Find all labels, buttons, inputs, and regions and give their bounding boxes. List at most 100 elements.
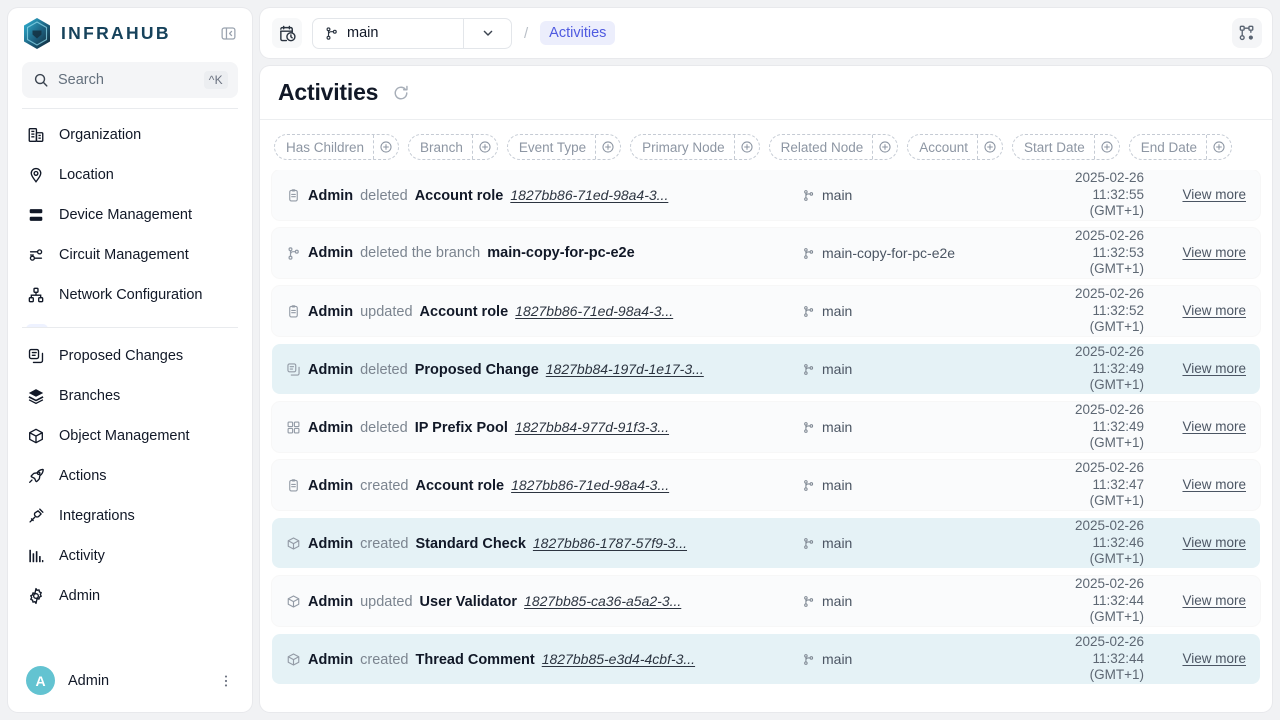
activity-row[interactable]: Admin deleted Account role 1827bb86-71ed-98…: [272, 170, 1260, 220]
activity-row[interactable]: Admin created Thread Comment 1827bb85-e3d4-…: [272, 634, 1260, 684]
activity-row[interactable]: Admin updated User Validator 1827bb85-ca36-…: [272, 576, 1260, 626]
activity-object-id[interactable]: 1827bb84-197d-1e17-3...: [545, 360, 704, 377]
plus-circle-icon[interactable]: [1093, 135, 1119, 159]
branch-selector-value[interactable]: main: [313, 19, 463, 48]
breadcrumb-separator: /: [524, 24, 529, 42]
location-pin-icon: [26, 165, 46, 185]
activity-object-id[interactable]: 1827bb85-ca36-a5a2-3...: [524, 592, 682, 609]
activity-object-id[interactable]: 1827bb85-e3d4-4cbf-3...: [541, 650, 696, 667]
activity-timestamp-value: 2025-02-26 11:32:49: [1074, 343, 1144, 376]
plus-circle-icon[interactable]: [595, 135, 620, 159]
search-input[interactable]: Search ^K: [22, 62, 238, 98]
activity-kind: Account role: [415, 477, 505, 494]
activity-object-id[interactable]: 1827bb86-71ed-98a4-3...: [511, 476, 670, 493]
plus-circle-icon[interactable]: [373, 135, 398, 159]
sidebar-item-object-management[interactable]: Object Management: [18, 416, 242, 456]
activity-view-more[interactable]: View more: [1172, 534, 1246, 552]
activity-list[interactable]: Admin deleted Account role 1827bb86-71ed-98…: [260, 170, 1272, 712]
activity-view-more[interactable]: View more: [1172, 360, 1246, 378]
activity-row[interactable]: Admin deleted IP Prefix Pool 1827bb84-977d-…: [272, 402, 1260, 452]
activity-actor: Admin: [308, 361, 354, 378]
activity-view-more[interactable]: View more: [1172, 186, 1246, 204]
activity-branch: main: [802, 303, 1032, 319]
search-placeholder: Search: [58, 72, 104, 88]
sidebar-item-integrations[interactable]: Integrations: [18, 496, 242, 536]
view-more-link: View more: [1182, 593, 1246, 608]
git-branch-icon: [802, 537, 815, 550]
activity-view-more[interactable]: View more: [1172, 302, 1246, 320]
sidebar-item-label: Admin: [59, 588, 101, 604]
activity-object-id[interactable]: 1827bb86-71ed-98a4-3...: [510, 186, 669, 203]
activity-kind: Standard Check: [415, 535, 526, 552]
sidebar-item-edgefabric[interactable]: F EdgeFabric: [18, 315, 242, 327]
filter-chip[interactable]: Event Type: [506, 134, 622, 160]
activity-view-more[interactable]: View more: [1172, 418, 1246, 436]
plus-circle-icon[interactable]: [1206, 135, 1231, 159]
activity-actor: Admin: [308, 651, 354, 668]
activity-branch-name: main: [822, 593, 853, 609]
activity-view-more[interactable]: View more: [1172, 650, 1246, 668]
filter-chip[interactable]: Has Children: [274, 134, 400, 160]
refresh-icon[interactable]: [391, 83, 411, 103]
activity-row[interactable]: Admin deleted the branch main-copy-for-pc-…: [272, 228, 1260, 278]
sidebar-item-network-configuration[interactable]: Network Configuration: [18, 275, 242, 315]
branch-selector[interactable]: main: [312, 17, 512, 49]
filter-chip[interactable]: Primary Node: [630, 134, 760, 160]
activity-timestamp: 2025-02-26 11:32:44 (GMT+1): [1032, 576, 1172, 627]
sidebar-item-circuit-management[interactable]: Circuit Management: [18, 235, 242, 275]
server-rack-icon: [26, 205, 46, 225]
sidebar-item-proposed-changes[interactable]: Proposed Changes: [18, 336, 242, 376]
git-branch-icon: [802, 595, 815, 608]
brand-row: INFRAHUB: [8, 8, 252, 58]
activity-timestamp: 2025-02-26 11:32:47 (GMT+1): [1032, 460, 1172, 511]
filter-chip[interactable]: Start Date: [1012, 134, 1120, 160]
activity-timestamp: 2025-02-26 11:32:55 (GMT+1): [1032, 170, 1172, 220]
activity-verb: created: [360, 477, 409, 494]
plus-circle-icon[interactable]: [733, 135, 759, 159]
activity-object-id[interactable]: 1827bb84-977d-91f3-3...: [514, 418, 670, 435]
activity-object-id[interactable]: 1827bb86-1787-57f9-3...: [532, 534, 688, 551]
filter-chip[interactable]: Account: [907, 134, 1003, 160]
sidebar-item-location[interactable]: Location: [18, 155, 242, 195]
sidebar-nav-primary-scroll[interactable]: Organization Location: [8, 109, 252, 327]
activity-row[interactable]: Admin created Account role 1827bb86-71ed-98…: [272, 460, 1260, 510]
plus-circle-icon[interactable]: [977, 135, 1002, 159]
sidebar-item-label: Activity: [59, 548, 105, 564]
filter-chip[interactable]: End Date: [1128, 134, 1233, 160]
activity-timezone: (GMT+1): [1089, 435, 1144, 451]
sidebar-item-admin[interactable]: Admin: [18, 576, 242, 616]
sidebar-item-label: Branches: [59, 388, 121, 404]
node-graph-icon[interactable]: [1232, 18, 1262, 48]
activity-row[interactable]: Admin updated Account role 1827bb86-71ed-98…: [272, 286, 1260, 336]
plus-circle-icon[interactable]: [872, 135, 897, 159]
filter-chip[interactable]: Related Node: [768, 134, 899, 160]
sidebar-item-actions[interactable]: Actions: [18, 456, 242, 496]
clipboard-icon: [284, 188, 302, 203]
activity-object-id[interactable]: 1827bb86-71ed-98a4-3...: [515, 302, 674, 319]
sidebar-item-device-management[interactable]: Device Management: [18, 195, 242, 235]
sidebar-item-activity[interactable]: Activity: [18, 536, 242, 576]
activity-row[interactable]: Admin deleted Proposed Change 1827bb84-197d…: [272, 344, 1260, 394]
sidebar-item-branches[interactable]: Branches: [18, 376, 242, 416]
breadcrumb-activities[interactable]: Activities: [540, 21, 616, 45]
plug-icon: [26, 506, 46, 526]
git-branch-icon: [284, 246, 302, 261]
plus-circle-icon[interactable]: [471, 135, 497, 159]
activity-branch-name: main: [822, 303, 853, 319]
activity-row[interactable]: Admin created Standard Check 1827bb86-1787-…: [272, 518, 1260, 568]
git-branch-icon: [324, 26, 339, 41]
git-branch-icon: [802, 479, 815, 492]
activity-view-more[interactable]: View more: [1172, 592, 1246, 610]
sidebar-user-row[interactable]: A Admin: [18, 661, 242, 700]
activity-description: Admin deleted IP Prefix Pool 1827bb84-977d-…: [302, 419, 802, 436]
sidebar-item-label: Location: [59, 167, 114, 183]
activity-view-more[interactable]: View more: [1172, 476, 1246, 494]
activity-actor: Admin: [308, 535, 354, 552]
more-vertical-icon[interactable]: [218, 673, 234, 689]
filter-chip[interactable]: Branch: [408, 134, 498, 160]
panel-collapse-icon[interactable]: [216, 21, 240, 45]
chevron-down-icon[interactable]: [463, 18, 511, 48]
sidebar-item-organization[interactable]: Organization: [18, 115, 242, 155]
calendar-clock-icon[interactable]: [272, 18, 302, 48]
activity-view-more[interactable]: View more: [1172, 244, 1246, 262]
